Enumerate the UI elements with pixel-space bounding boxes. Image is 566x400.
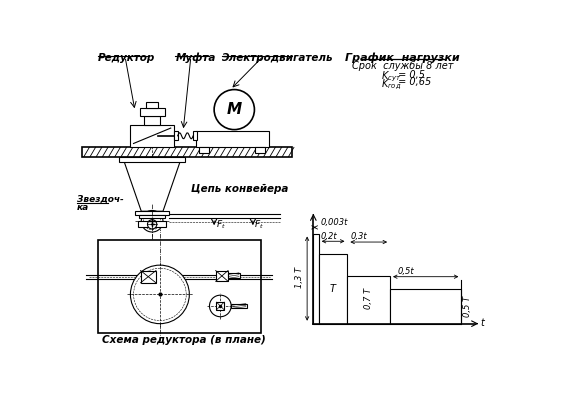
Text: t: t [480,318,484,328]
Bar [83,146,291,157]
Bar [138,221,166,228]
Bar [146,102,158,108]
Bar [130,125,174,146]
Circle shape [214,90,255,130]
Bar [390,289,461,324]
Text: Цепь конвейера: Цепь конвейера [191,184,288,194]
Text: 1,3 T: 1,3 T [295,267,304,288]
Bar [314,234,319,324]
Text: M: M [227,102,242,117]
Text: Схема редуктора (в плане): Схема редуктора (в плане) [102,335,265,345]
Text: $F_t$: $F_t$ [255,219,264,231]
Text: ка: ка [77,203,89,212]
Text: $K_{сут}$: $K_{сут}$ [381,70,401,84]
Circle shape [142,210,163,232]
Bar [231,304,247,308]
Bar [216,270,228,281]
Circle shape [144,213,161,230]
Bar [140,270,156,283]
Circle shape [209,295,231,317]
Circle shape [148,220,157,229]
Text: 0,5 T: 0,5 T [463,296,472,317]
Bar [195,131,269,146]
Text: Редуктор: Редуктор [98,53,155,63]
Text: Срок  службы 8 лет: Срок службы 8 лет [351,61,453,71]
Bar [139,215,165,218]
Bar [216,302,224,310]
Text: 0,003t: 0,003t [320,218,348,227]
Circle shape [130,265,189,324]
Bar [348,276,390,324]
Bar [140,108,165,116]
Bar [228,273,239,278]
Text: Электродвигатель: Электродвигатель [222,53,333,63]
Bar [319,254,348,324]
Text: Муфта: Муфта [175,53,216,63]
Text: = 0,5: = 0,5 [395,70,424,80]
Text: $K_{год}$: $K_{год}$ [381,77,401,92]
Bar [255,146,265,153]
Bar [144,116,160,125]
Bar [135,211,169,215]
Bar [119,157,186,162]
Circle shape [134,268,186,320]
Bar [98,240,260,333]
Text: = 0,65: = 0,65 [395,77,431,87]
Text: 0,7 T: 0,7 T [364,288,373,309]
Text: Звездоч-: Звездоч- [77,195,124,204]
Bar [174,131,178,140]
Polygon shape [123,157,182,211]
Text: $F_t$: $F_t$ [216,219,226,231]
Text: График  нагрузки: График нагрузки [345,53,460,63]
Text: 0,3t: 0,3t [350,232,367,241]
Text: 0,5t: 0,5t [398,267,414,276]
Text: 0,2t: 0,2t [320,232,337,240]
Bar [193,131,197,140]
Text: T: T [330,284,336,294]
Bar [199,146,209,153]
